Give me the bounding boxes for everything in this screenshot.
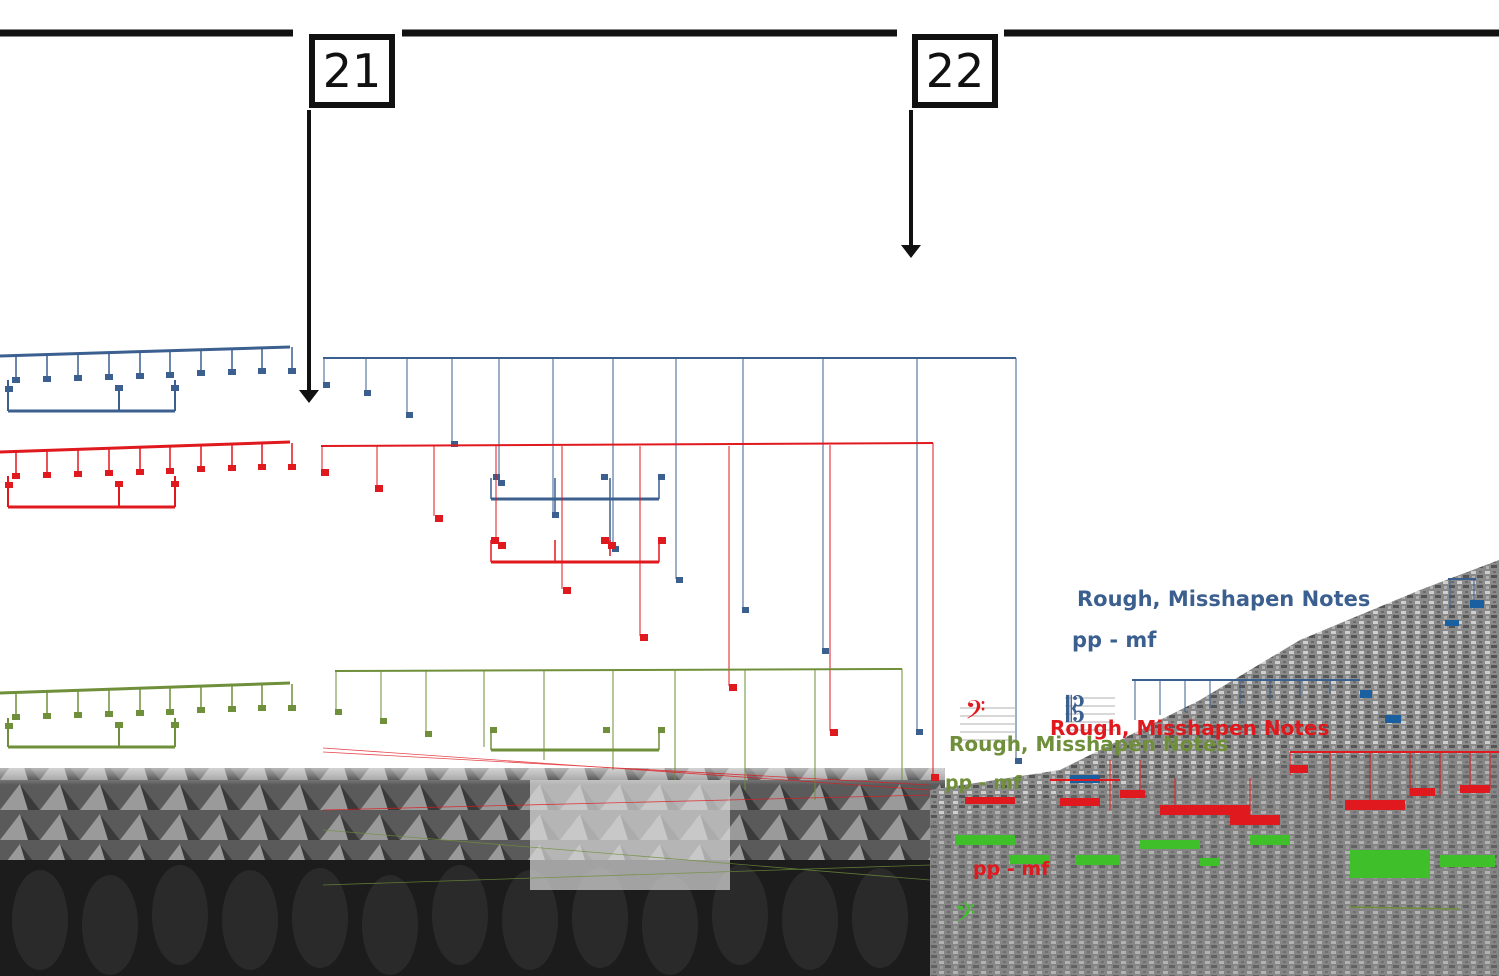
blue-voice [0,345,1484,783]
rehearsal-number: 22 [925,44,985,98]
dynamic-green: pp - mf [945,772,1022,794]
dynamic-red: pp - mf [973,858,1050,880]
staff-lines [960,697,1115,741]
bass-clef-icon: 𝄢 [965,694,986,732]
rehearsal-mark-21: 21 [309,34,395,108]
rehearsal-number: 21 [322,44,382,98]
red-voice [0,440,1499,825]
background-photo-left [0,755,945,976]
green-voice [0,668,1495,910]
direction-blue: Rough, Misshapen Notes [1077,587,1371,611]
rehearsal-arrow-22 [901,110,921,258]
dynamic-blue: pp - mf [1072,628,1157,652]
direction-red: Rough, Misshapen Notes [1050,716,1330,740]
glissando-lines [322,747,931,886]
alto-clef-icon: 𝄡 [1066,690,1085,730]
direction-green: Rough, Misshapen Notes [949,732,1229,756]
bass-clef-icon: 𝄢 [955,897,976,935]
background-photo-right [930,560,1499,976]
rehearsal-arrow-21 [299,110,319,403]
rehearsal-mark-22: 22 [912,34,998,108]
